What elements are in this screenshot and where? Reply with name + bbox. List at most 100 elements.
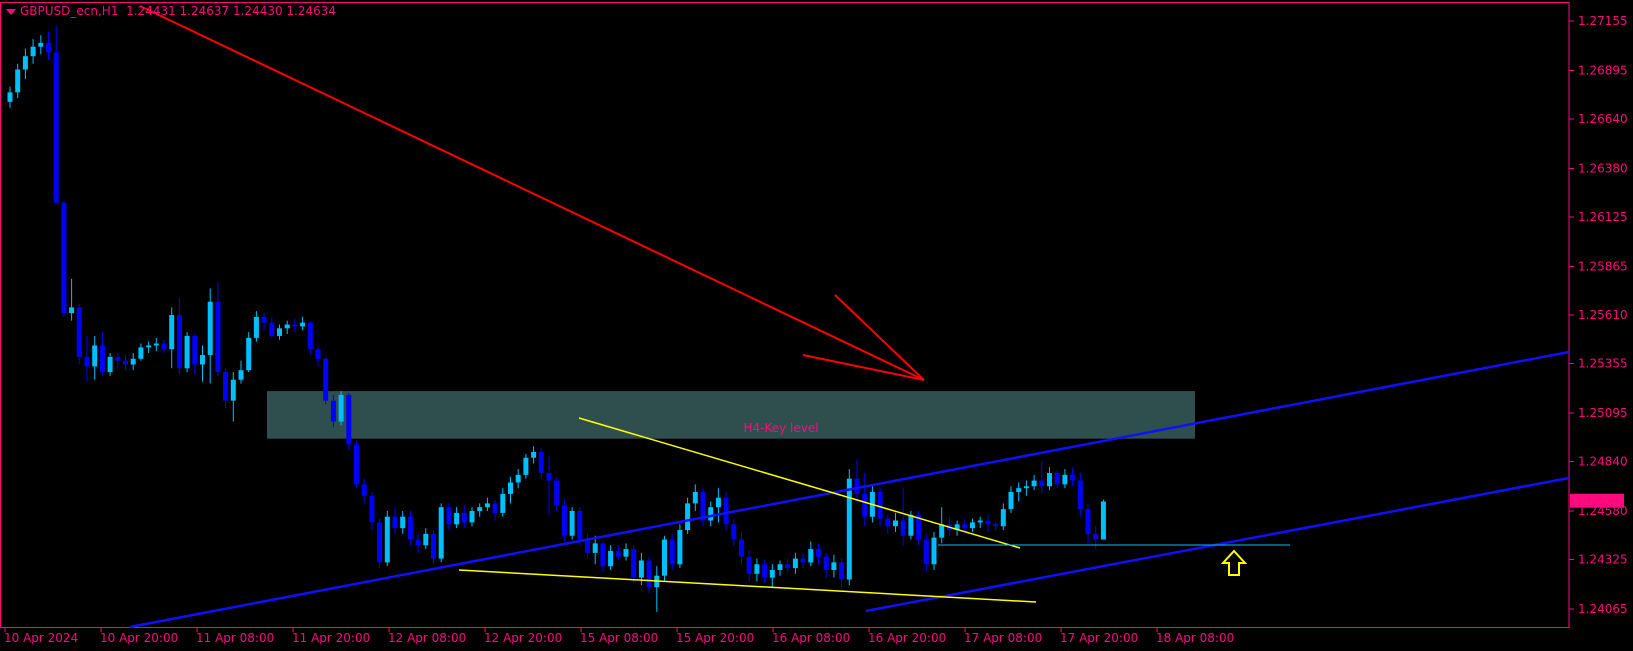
candle-body[interactable] bbox=[138, 347, 144, 359]
candle-body[interactable] bbox=[169, 315, 175, 350]
candle-body[interactable] bbox=[146, 345, 152, 348]
candle-body[interactable] bbox=[585, 539, 590, 553]
candle-body[interactable] bbox=[438, 507, 444, 559]
candle-body[interactable] bbox=[346, 394, 352, 445]
candle-body[interactable] bbox=[692, 491, 698, 504]
candle-body[interactable] bbox=[669, 539, 675, 565]
candle-body[interactable] bbox=[1085, 509, 1091, 534]
candle-body[interactable] bbox=[369, 495, 375, 523]
candle-body[interactable] bbox=[831, 562, 837, 570]
candle-body[interactable] bbox=[723, 497, 729, 525]
candle-body[interactable] bbox=[377, 522, 383, 563]
candle-body[interactable] bbox=[392, 516, 398, 529]
candle-body[interactable] bbox=[123, 360, 128, 365]
channel-upper-line[interactable] bbox=[129, 350, 1570, 629]
candle-body[interactable] bbox=[284, 324, 290, 329]
candle-body[interactable] bbox=[230, 379, 236, 401]
candle-body[interactable] bbox=[554, 480, 560, 506]
candle-body[interactable] bbox=[246, 337, 252, 371]
candle-body[interactable] bbox=[407, 516, 413, 540]
candle-body[interactable] bbox=[893, 520, 898, 527]
candle-body[interactable] bbox=[746, 556, 752, 574]
candle-body[interactable] bbox=[484, 503, 490, 508]
candle-body[interactable] bbox=[631, 549, 637, 578]
candle-body[interactable] bbox=[207, 301, 213, 355]
candle-body[interactable] bbox=[708, 507, 714, 521]
candle-body[interactable] bbox=[677, 530, 683, 565]
candle-body[interactable] bbox=[916, 514, 922, 540]
candle-body[interactable] bbox=[808, 549, 814, 563]
candle-body[interactable] bbox=[862, 493, 868, 517]
candle-body[interactable] bbox=[161, 343, 167, 350]
candle-body[interactable] bbox=[931, 537, 937, 565]
candle-body[interactable] bbox=[762, 564, 768, 578]
candle-body[interactable] bbox=[330, 400, 336, 422]
candle-body[interactable] bbox=[523, 457, 529, 475]
candle-body[interactable] bbox=[900, 520, 906, 536]
candle-body[interactable] bbox=[816, 549, 821, 557]
candle-body[interactable] bbox=[446, 507, 452, 525]
candle-body[interactable] bbox=[546, 472, 552, 481]
candle-body[interactable] bbox=[61, 202, 67, 314]
candle-body[interactable] bbox=[569, 511, 575, 536]
candle-body[interactable] bbox=[939, 524, 945, 538]
candle-body[interactable] bbox=[269, 322, 275, 336]
candle-body[interactable] bbox=[531, 452, 537, 458]
candle-body[interactable] bbox=[84, 356, 90, 367]
candle-body[interactable] bbox=[662, 539, 667, 576]
candle-body[interactable] bbox=[1054, 472, 1060, 485]
candle-body[interactable] bbox=[623, 549, 629, 557]
candle-body[interactable] bbox=[823, 556, 829, 570]
candle-body[interactable] bbox=[854, 478, 860, 494]
candle-body[interactable] bbox=[461, 512, 467, 523]
candle-body[interactable] bbox=[538, 452, 544, 473]
candle-body[interactable] bbox=[415, 539, 421, 546]
candle-body[interactable] bbox=[469, 511, 475, 523]
candle-body[interactable] bbox=[15, 69, 21, 93]
candle-body[interactable] bbox=[993, 524, 999, 527]
candle-body[interactable] bbox=[1039, 480, 1045, 487]
candle-body[interactable] bbox=[253, 316, 259, 338]
candle-body[interactable] bbox=[561, 505, 567, 536]
candle-body[interactable] bbox=[1016, 488, 1022, 492]
candle-body[interactable] bbox=[908, 514, 914, 536]
candle-body[interactable] bbox=[685, 503, 691, 531]
candle-body[interactable] bbox=[885, 518, 891, 527]
yellow-trendline-upper[interactable] bbox=[578, 417, 1021, 549]
candle-body[interactable] bbox=[1047, 472, 1052, 487]
candle-body[interactable] bbox=[477, 507, 483, 511]
candle-body[interactable] bbox=[731, 524, 737, 540]
candle-body[interactable] bbox=[970, 522, 975, 529]
candle-body[interactable] bbox=[400, 516, 406, 529]
candle-body[interactable] bbox=[500, 493, 506, 513]
candle-body[interactable] bbox=[739, 539, 744, 557]
red-trendline[interactable] bbox=[139, 5, 925, 381]
candle-body[interactable] bbox=[215, 301, 221, 373]
candle-body[interactable] bbox=[176, 315, 182, 369]
candle-body[interactable] bbox=[223, 372, 229, 401]
candle-body[interactable] bbox=[962, 524, 968, 529]
dropdown-triangle-icon[interactable] bbox=[6, 8, 16, 15]
key-level-zone[interactable] bbox=[267, 391, 1195, 439]
candle-body[interactable] bbox=[315, 349, 321, 359]
candle-body[interactable] bbox=[354, 444, 359, 485]
candle-body[interactable] bbox=[492, 503, 498, 513]
candle-body[interactable] bbox=[1000, 509, 1006, 527]
yellow-trendline-lower[interactable] bbox=[458, 569, 1037, 603]
candle-body[interactable] bbox=[592, 543, 598, 553]
candle-body[interactable] bbox=[646, 560, 652, 588]
candle-body[interactable] bbox=[307, 322, 313, 350]
candle-body[interactable] bbox=[800, 558, 806, 563]
candle-body[interactable] bbox=[384, 516, 390, 563]
candle-body[interactable] bbox=[1031, 480, 1037, 487]
candle-body[interactable] bbox=[431, 533, 436, 559]
candle-body[interactable] bbox=[608, 550, 614, 567]
candle-body[interactable] bbox=[53, 52, 59, 203]
candle-body[interactable] bbox=[700, 491, 706, 521]
candle-body[interactable] bbox=[300, 322, 306, 327]
candle-body[interactable] bbox=[1062, 474, 1068, 485]
candle-body[interactable] bbox=[99, 345, 105, 373]
candle-body[interactable] bbox=[7, 92, 13, 102]
candle-body[interactable] bbox=[923, 539, 929, 565]
candle-body[interactable] bbox=[792, 558, 798, 569]
